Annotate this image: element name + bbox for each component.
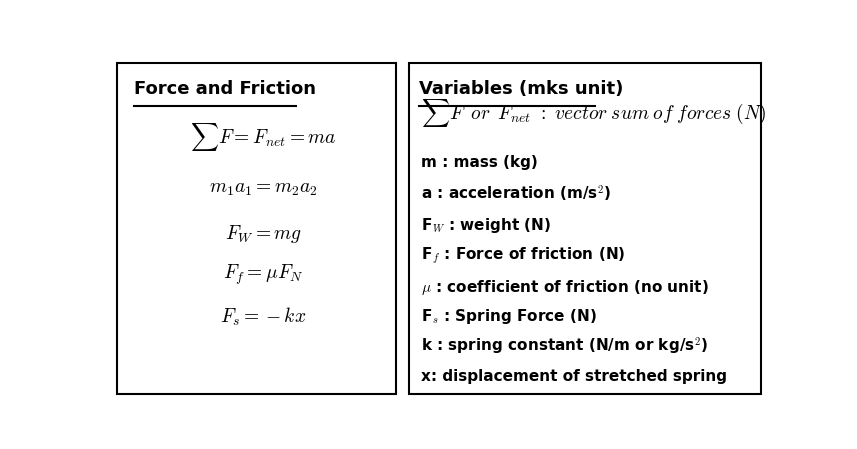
Text: $\sum F\,$ $\mathit{or}$ $\,F_{net}$ $\mathit{:\;vector\;sum\;of\;forces\;(N)}$: $\sum F\,$ $\mathit{or}$ $\,F_{net}$ $\m…	[422, 97, 767, 129]
Text: x: displacement of stretched spring: x: displacement of stretched spring	[422, 369, 728, 383]
Text: $F_s = -kx$: $F_s = -kx$	[220, 305, 307, 328]
Text: F$_f$ : Force of friction (N): F$_f$ : Force of friction (N)	[422, 246, 626, 266]
Text: Variables (mks unit): Variables (mks unit)	[419, 80, 624, 98]
Text: F$_W$ : weight (N): F$_W$ : weight (N)	[422, 216, 552, 234]
Text: $m_1 a_1 = m_2 a_2$: $m_1 a_1 = m_2 a_2$	[209, 179, 318, 198]
Text: Force and Friction: Force and Friction	[134, 80, 315, 98]
Text: $F_W = mg$: $F_W = mg$	[225, 223, 302, 245]
Text: $\mu$ : coefficient of friction (no unit): $\mu$ : coefficient of friction (no unit…	[422, 278, 709, 297]
Text: $F_f = \mu F_N$: $F_f = \mu F_N$	[223, 263, 303, 287]
Text: a : acceleration (m/s$^2$): a : acceleration (m/s$^2$)	[422, 184, 612, 204]
FancyBboxPatch shape	[117, 62, 396, 394]
Text: F$_s$ : Spring Force (N): F$_s$ : Spring Force (N)	[422, 307, 597, 326]
FancyBboxPatch shape	[410, 62, 761, 394]
Text: k : spring constant (N/m or kg/s$^2$): k : spring constant (N/m or kg/s$^2$)	[422, 335, 709, 357]
Text: $\sum F = F_{net} = ma$: $\sum F = F_{net} = ma$	[190, 121, 337, 153]
Text: m : mass (kg): m : mass (kg)	[422, 155, 538, 170]
